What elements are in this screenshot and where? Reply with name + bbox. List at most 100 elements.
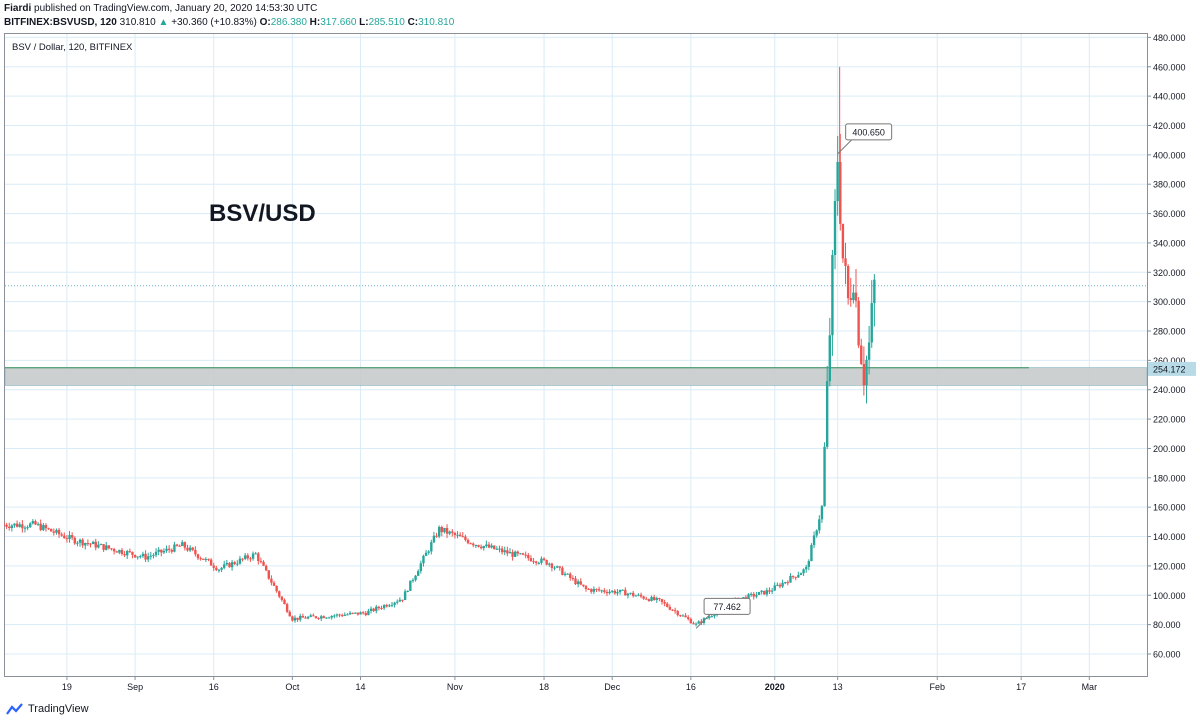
candle-body — [52, 531, 56, 533]
price-tag-box — [1148, 361, 1196, 376]
candle-body — [175, 544, 179, 546]
candle-body — [666, 603, 669, 607]
callout-label: 77.462 — [713, 602, 741, 612]
candle-body — [136, 556, 139, 558]
candle-body — [797, 575, 800, 578]
chart-area[interactable]: 60.000 80.000 100.000 120.000 140.000 160.000… — [2, 33, 1198, 693]
candle-body — [18, 524, 21, 527]
candle-body — [194, 549, 197, 555]
candle-body — [251, 553, 255, 559]
candle-body — [128, 551, 132, 553]
candle-body — [102, 544, 105, 550]
x-tick-label: Mar — [1082, 682, 1098, 692]
candle-body — [514, 551, 517, 557]
brand-name: TradingView — [28, 703, 89, 715]
candle-body — [867, 342, 871, 360]
candle-body — [707, 616, 711, 619]
candle-body — [603, 590, 606, 592]
y-tick-label: 420.000 — [1153, 121, 1186, 131]
publisher-name[interactable]: Fiardi — [4, 3, 32, 14]
candle-body — [862, 363, 866, 386]
candle-body — [487, 544, 491, 548]
y-tick-label: 80.000 — [1153, 620, 1181, 630]
x-tick-label: 14 — [356, 682, 366, 692]
candle-body — [133, 554, 137, 558]
candle-body — [524, 554, 527, 556]
candle-body — [841, 223, 845, 259]
candle-body — [278, 591, 281, 597]
candle-body — [694, 623, 698, 625]
candle-body — [631, 592, 635, 596]
y-tick-label: 240.000 — [1153, 385, 1186, 395]
candle-body — [548, 563, 551, 565]
support-zone[interactable] — [4, 367, 1148, 386]
y-tick-label: 280.000 — [1153, 327, 1186, 337]
candle-body — [388, 605, 391, 607]
y-tick-label: 220.000 — [1153, 415, 1186, 425]
candle-body — [267, 570, 270, 579]
candle-body — [372, 608, 375, 611]
candle-body — [107, 545, 111, 549]
candle-body — [655, 598, 658, 600]
candle-body — [207, 558, 210, 560]
candle-body — [854, 292, 858, 301]
candle-body — [170, 549, 173, 552]
candle-body — [647, 599, 651, 601]
candle-body — [430, 542, 433, 552]
candle-body — [500, 548, 504, 553]
candle-body — [747, 594, 750, 600]
candle-body — [692, 623, 695, 625]
chart-legend: BSV / Dollar, 120, BITFINEX — [12, 42, 133, 53]
candle-body — [519, 553, 522, 555]
candle-body — [123, 554, 126, 556]
candle-body — [118, 549, 121, 553]
candle-body — [749, 593, 753, 595]
close-label: C: — [407, 17, 419, 28]
publish-line: Fiardi published on TradingView.com, Jan… — [4, 2, 454, 16]
candle-body — [78, 539, 82, 543]
candle-body — [160, 549, 163, 553]
candle-body — [68, 535, 71, 540]
price-chart[interactable]: 60.000 80.000 100.000 120.000 140.000 160.000… — [2, 33, 1198, 693]
candle-body — [763, 590, 766, 595]
candle-body — [477, 544, 480, 547]
candle-body — [508, 552, 512, 554]
candle-body — [380, 608, 383, 610]
candle-body — [23, 527, 27, 529]
candle-body — [658, 598, 661, 600]
candle-body — [131, 551, 134, 555]
candle-body — [257, 553, 260, 562]
candle-body — [382, 605, 386, 609]
candle-body — [532, 561, 535, 563]
y-tick-label: 440.000 — [1153, 92, 1186, 102]
candle-body — [784, 582, 787, 584]
candle-body — [437, 526, 441, 537]
candle-body — [249, 558, 252, 560]
candle-body — [495, 548, 499, 550]
candle-body — [786, 582, 790, 584]
candle-body — [574, 578, 577, 585]
candle-body — [466, 539, 470, 544]
candle-body — [204, 558, 208, 560]
candle-body — [293, 617, 297, 621]
candle-body — [361, 612, 365, 614]
candle-body — [778, 584, 782, 587]
candle-body — [401, 599, 404, 601]
y-tick-label: 320.000 — [1153, 268, 1186, 278]
callout-box[interactable] — [845, 123, 893, 141]
candle-body — [105, 545, 108, 550]
candle-body — [314, 616, 318, 618]
candle-body — [652, 596, 656, 600]
candle-body — [367, 610, 370, 616]
candle-body — [645, 598, 648, 600]
candle-body — [325, 617, 328, 619]
candle-body — [534, 561, 538, 563]
candle-body — [511, 552, 514, 557]
candle-body — [241, 558, 244, 560]
candle-body — [188, 547, 192, 551]
candle-body — [637, 594, 640, 596]
candle-body — [89, 543, 92, 545]
callout-box[interactable] — [703, 597, 751, 615]
candle-body — [448, 531, 451, 534]
candle-body — [773, 585, 776, 591]
